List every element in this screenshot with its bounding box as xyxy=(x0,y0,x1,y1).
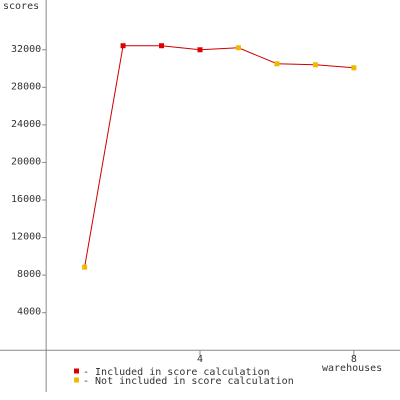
x-axis-label: warehouses xyxy=(322,363,382,374)
y-tick-label: 20000 xyxy=(11,156,41,167)
y-tick-label: 16000 xyxy=(11,194,41,205)
point xyxy=(197,47,203,53)
x-tick-label: 8 xyxy=(351,354,357,365)
score-line xyxy=(84,45,354,268)
y-tick-label: 32000 xyxy=(11,44,41,55)
y-tick-label: 12000 xyxy=(11,232,41,243)
point xyxy=(351,65,357,71)
point xyxy=(235,45,241,51)
y-tick-label: 8000 xyxy=(17,269,41,280)
point xyxy=(312,62,318,68)
x-tick-label: 4 xyxy=(197,354,203,365)
y-tick-label: 4000 xyxy=(17,307,41,318)
legend-marker xyxy=(74,377,79,383)
legend-label: - Not included in score calculation xyxy=(83,376,294,387)
point xyxy=(82,264,88,270)
y-tick-label: 28000 xyxy=(11,81,41,92)
point xyxy=(159,43,165,49)
legend-marker xyxy=(74,368,79,374)
point xyxy=(274,61,280,67)
y-axis-label: scores xyxy=(3,1,39,12)
y-tick-label: 24000 xyxy=(11,119,41,130)
point xyxy=(120,43,126,49)
legend-label: - Included in score calculation xyxy=(83,367,270,378)
